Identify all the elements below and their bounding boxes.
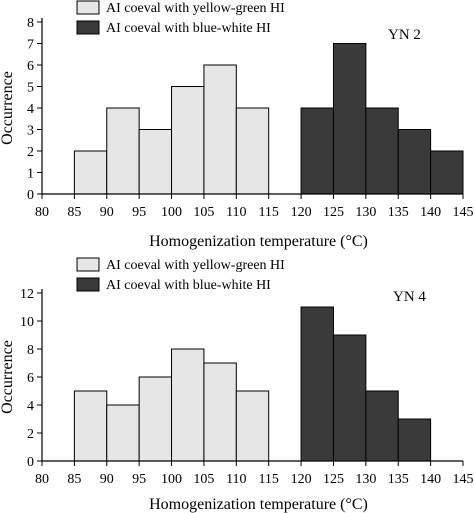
bar-yellow-green-4 [171, 86, 205, 195]
x-tick-label: 100 [161, 472, 182, 487]
y-tick-label: 5 [27, 81, 34, 96]
x-tick-label: 115 [258, 472, 278, 487]
x-tick-label: 100 [161, 205, 182, 220]
x-tick-label: 90 [100, 205, 114, 220]
y-tick-label: 8 [27, 16, 34, 31]
y-tick-label: 4 [27, 102, 34, 117]
x-tick-label: 135 [388, 472, 409, 487]
legend: AI coeval with yellow-green HI AI coeval … [76, 257, 285, 293]
x-tick-label: 130 [355, 472, 376, 487]
x-tick-label: 125 [323, 205, 344, 220]
y-axis-title: Occurrence [0, 71, 16, 145]
bar-yellow-green-1 [73, 150, 108, 195]
bar-yellow-green-2 [106, 404, 140, 462]
legend: AI coeval with yellow-green HI AI coeval … [76, 0, 285, 36]
bar-yellow-green-3 [138, 129, 173, 195]
y-tick-label: 3 [27, 124, 34, 139]
legend-label-2: AI coeval with blue-white HI [106, 21, 271, 36]
bar-yellow-green-1 [73, 390, 108, 462]
panel-label: YN 2 [388, 27, 421, 43]
y-tick-label: 2 [27, 145, 34, 160]
legend-swatch-1 [76, 0, 100, 15]
bar-blue-white-3 [365, 390, 399, 462]
y-tick-label: 6 [27, 59, 34, 74]
legend-swatch-1 [76, 257, 100, 272]
x-tick-label: 80 [35, 205, 49, 220]
legend-swatch-2 [76, 20, 100, 35]
bar-yellow-green-5 [203, 64, 237, 195]
bar-yellow-green-2 [106, 107, 140, 195]
bar-blue-white-4 [397, 418, 432, 462]
bar-blue-white-2 [332, 334, 367, 462]
y-tick-label: 1 [27, 167, 34, 182]
x-axis-title: Homogenization temperature (°C) [149, 233, 368, 250]
x-tick-label: 80 [35, 472, 49, 487]
x-axis-title: Homogenization temperature (°C) [149, 496, 368, 513]
y-tick-label: 0 [27, 188, 34, 203]
x-tick-label: 125 [323, 472, 344, 487]
x-tick-label: 90 [100, 472, 114, 487]
y-axis-title: Occurrence [0, 340, 16, 414]
legend-swatch-2 [76, 277, 100, 292]
y-tick-label: 6 [27, 371, 34, 386]
bar-blue-white-1 [300, 107, 334, 195]
bar-blue-white-4 [397, 129, 432, 195]
x-tick-label: 95 [132, 472, 146, 487]
y-tick-label: 2 [27, 427, 34, 442]
bar-blue-white-3 [365, 107, 399, 195]
bar-yellow-green-3 [138, 376, 173, 462]
bar-blue-white-1 [300, 306, 334, 462]
x-tick-label: 145 [453, 472, 474, 487]
x-tick-label: 110 [226, 472, 246, 487]
x-tick-label: 95 [132, 205, 146, 220]
x-tick-label: 105 [193, 472, 214, 487]
chart-panel-2: 0 2 4 6 8 10 12 80 85 90 95 100 105 110 115 120 125 130 13… [0, 257, 474, 513]
y-tick-label: 12 [20, 287, 34, 302]
y-tick-label: 0 [27, 455, 34, 470]
x-tick-label: 140 [420, 205, 441, 220]
x-tick-label: 145 [453, 205, 474, 220]
bar-blue-white-5 [430, 150, 464, 195]
legend-label-2: AI coeval with blue-white HI [106, 278, 271, 293]
x-tick-label: 115 [258, 205, 278, 220]
x-tick-label: 140 [420, 472, 441, 487]
x-tick-label: 105 [193, 205, 214, 220]
y-tick-label: 4 [27, 399, 34, 414]
panel-label: YN 4 [393, 289, 426, 305]
bar-yellow-green-4 [171, 348, 205, 462]
bar-yellow-green-5 [203, 362, 237, 462]
chart-panel-1: 0 1 2 3 4 5 6 7 8 80 85 90 95 100 105 110 115 120 125 130 13… [0, 0, 474, 250]
x-tick-label: 120 [291, 205, 312, 220]
x-tick-label: 120 [291, 472, 312, 487]
x-tick-label: 85 [67, 205, 81, 220]
bar-yellow-green-6 [235, 390, 270, 462]
legend-label-1: AI coeval with yellow-green HI [106, 1, 285, 16]
x-tick-label: 85 [67, 472, 81, 487]
legend-label-1: AI coeval with yellow-green HI [106, 258, 285, 273]
y-tick-label: 8 [27, 343, 34, 358]
y-tick-label: 10 [20, 315, 34, 330]
bar-blue-white-2 [332, 43, 367, 195]
x-tick-label: 130 [355, 205, 376, 220]
x-tick-label: 135 [388, 205, 409, 220]
y-tick-label: 7 [27, 38, 34, 53]
x-tick-label: 110 [226, 205, 246, 220]
bar-yellow-green-6 [235, 107, 270, 195]
